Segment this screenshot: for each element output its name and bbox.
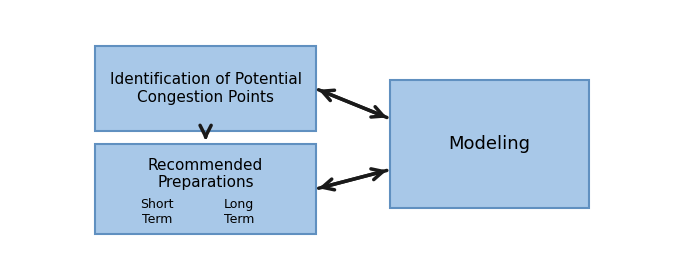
- FancyBboxPatch shape: [389, 80, 589, 208]
- Text: Short
Term: Short Term: [140, 198, 174, 226]
- Text: Identification of Potential
Congestion Points: Identification of Potential Congestion P…: [110, 73, 302, 105]
- Text: Modeling: Modeling: [448, 135, 530, 153]
- Text: Recommended
Preparations: Recommended Preparations: [148, 158, 263, 190]
- Text: Long
Term: Long Term: [224, 198, 254, 226]
- FancyBboxPatch shape: [95, 46, 316, 131]
- FancyBboxPatch shape: [95, 144, 316, 234]
